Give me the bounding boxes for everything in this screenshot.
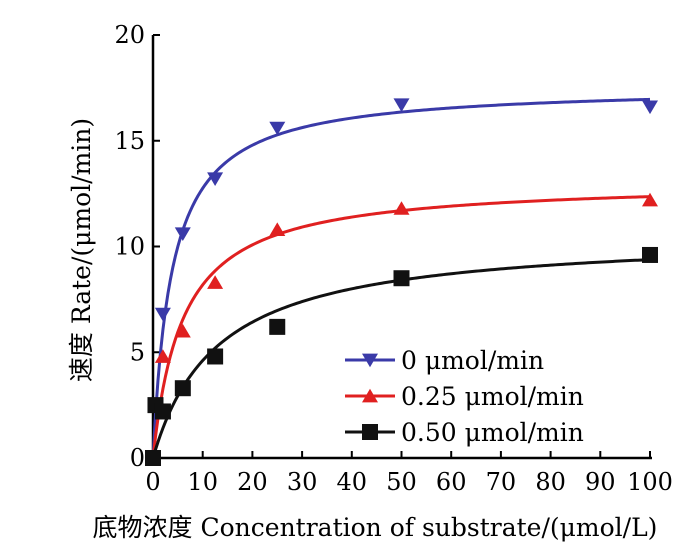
x-tick-label: 50 <box>386 468 417 496</box>
y-tick-label: 20 <box>114 21 145 49</box>
data-point <box>174 323 191 338</box>
data-point <box>269 318 286 335</box>
data-point <box>393 98 410 112</box>
x-tick-label: 80 <box>535 468 566 496</box>
x-tick-label: 40 <box>337 468 368 496</box>
data-point <box>269 222 286 236</box>
data-point <box>642 192 658 207</box>
x-tick-label: 70 <box>486 468 517 496</box>
data-point <box>393 201 410 215</box>
data-point <box>145 450 161 466</box>
x-tick-label: 90 <box>585 468 616 496</box>
data-point <box>269 121 286 136</box>
data-point <box>174 380 191 397</box>
y-tick-label: 15 <box>114 127 145 155</box>
x-tick-label: 60 <box>436 468 467 496</box>
data-markers <box>145 98 658 466</box>
data-point <box>393 270 410 287</box>
fit-curve <box>151 97 651 459</box>
data-point <box>642 246 658 263</box>
x-tick-label: 0 <box>145 468 160 496</box>
x-tick-label: 20 <box>237 468 268 496</box>
legend-label: 0 μmol/min <box>401 346 544 375</box>
y-axis-label: 速度 Rate/(μmol/min) <box>67 118 96 382</box>
x-tick-label: 10 <box>187 468 218 496</box>
y-tick-label: 0 <box>130 444 145 472</box>
data-point <box>207 348 224 365</box>
data-point <box>174 227 191 241</box>
y-axis-ticks: 0 5 10 15 20 <box>114 21 160 472</box>
data-point <box>154 403 171 420</box>
legend: 0 μmol/min 0.25 μmol/min 0.50 μmol/min <box>345 346 584 447</box>
y-tick-label: 5 <box>130 338 145 366</box>
x-tick-label: 30 <box>287 468 318 496</box>
data-point <box>362 424 378 440</box>
data-point <box>207 172 224 186</box>
legend-label: 0.50 μmol/min <box>401 418 584 447</box>
x-tick-label: 100 <box>627 468 673 496</box>
data-point <box>362 388 378 403</box>
data-point <box>154 349 171 363</box>
legend-label: 0.25 μmol/min <box>401 382 584 411</box>
data-point <box>642 100 658 115</box>
x-axis-label: 底物浓度 Concentration of substrate/(μmol/L) <box>93 513 658 542</box>
y-tick-label: 10 <box>114 233 145 261</box>
data-point <box>207 275 224 289</box>
data-point <box>154 307 171 322</box>
data-point <box>362 353 378 368</box>
x-axis-ticks: 0 10 20 30 40 50 60 70 80 90 100 <box>145 451 673 496</box>
